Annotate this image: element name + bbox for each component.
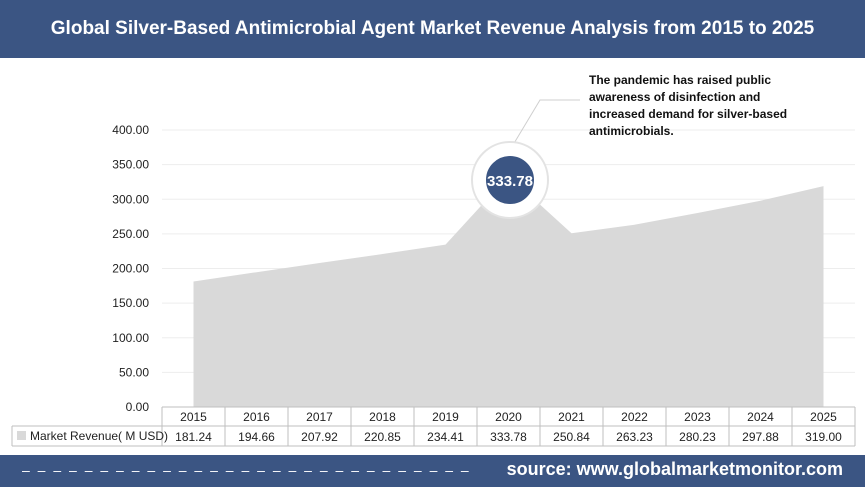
badge-circle xyxy=(484,154,536,206)
y-tick-label: 250.00 xyxy=(112,227,149,241)
badge-value-label: 333.78 xyxy=(487,173,533,190)
x-tick-label: 2020 xyxy=(495,410,522,424)
data-value-label: 319.00 xyxy=(805,430,842,444)
data-value-label: 263.23 xyxy=(616,430,653,444)
x-tick-label: 2023 xyxy=(684,410,711,424)
y-tick-label: 0.00 xyxy=(126,400,150,414)
y-tick-label: 200.00 xyxy=(112,262,149,276)
annotation-text: The pandemic has raised public awareness… xyxy=(589,73,788,138)
x-tick-label: 2018 xyxy=(369,410,396,424)
page-title: Global Silver-Based Antimicrobial Agent … xyxy=(50,18,815,39)
legend-series-name: Market Revenue( M USD) xyxy=(30,429,168,443)
data-table: 2015 181.24 2016 194.66 2017 207.92 2018 220.85… xyxy=(11,406,856,447)
data-value-label: 280.23 xyxy=(679,430,716,444)
x-tick-label: 2025 xyxy=(810,410,837,424)
y-tick-label: 50.00 xyxy=(119,365,149,379)
footer-bar xyxy=(0,455,865,487)
x-tick-label: 2016 xyxy=(243,410,270,424)
x-tick-label: 2024 xyxy=(747,410,774,424)
data-value-label: 250.84 xyxy=(553,430,590,444)
annotation-leader-line xyxy=(509,99,580,151)
y-tick-label: 400.00 xyxy=(112,123,149,137)
x-tick-label: 2019 xyxy=(432,410,459,424)
y-tick-label: 100.00 xyxy=(112,331,149,345)
legend-swatch xyxy=(17,431,26,440)
source-label: source: www.globalmarketmonitor.com xyxy=(506,459,843,479)
highlight-badge: 333.78 xyxy=(471,99,580,219)
data-value-label: 194.66 xyxy=(238,430,275,444)
area-chart: 333.78 0.00 50.00 100.00 150.00 200.00 250.00… xyxy=(11,99,856,447)
data-value-label: 181.24 xyxy=(175,430,212,444)
y-tick-label: 150.00 xyxy=(112,296,149,310)
data-value-label: 333.78 xyxy=(490,430,527,444)
y-axis-ticks: 0.00 50.00 100.00 150.00 200.00 250.00 300.00 3… xyxy=(112,123,149,414)
data-value-label: 297.88 xyxy=(742,430,779,444)
y-tick-label: 300.00 xyxy=(112,192,149,206)
data-value-label: 207.92 xyxy=(301,430,338,444)
x-tick-label: 2021 xyxy=(558,410,585,424)
x-tick-label: 2015 xyxy=(180,410,207,424)
header-bar: Global Silver-Based Antimicrobial Agent … xyxy=(0,0,865,58)
y-tick-label: 350.00 xyxy=(112,158,149,172)
data-value-label: 220.85 xyxy=(364,430,401,444)
x-tick-label: 2017 xyxy=(306,410,333,424)
footer-dashes: – – – – – – – – – – – – – – – – – – – – … xyxy=(22,462,471,478)
area-series-market-revenue xyxy=(193,175,824,407)
x-tick-label: 2022 xyxy=(621,410,648,424)
data-value-label: 234.41 xyxy=(427,430,464,444)
